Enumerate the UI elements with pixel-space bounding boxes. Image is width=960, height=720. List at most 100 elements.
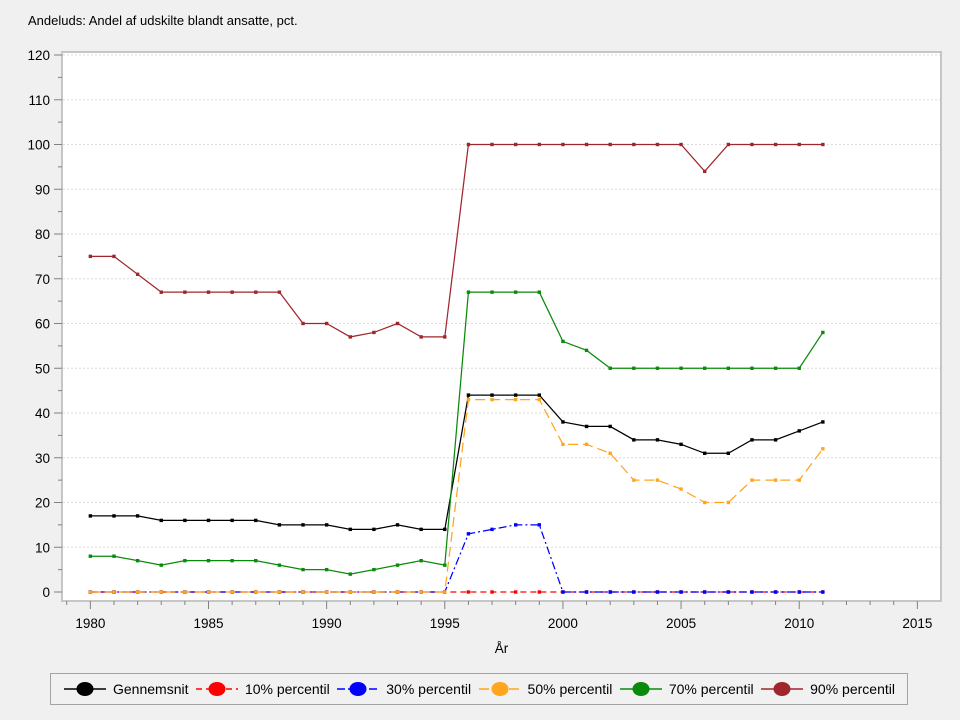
data-point-gennemsnit: [277, 523, 282, 527]
data-point-70-percentil: [797, 366, 801, 370]
data-point-70-percentil: [112, 554, 116, 558]
data-point-30-percentil: [679, 590, 683, 594]
data-point-gennemsnit: [561, 420, 565, 424]
data-point-70-percentil: [443, 563, 447, 567]
data-point-50-percentil: [655, 478, 660, 482]
data-point-gennemsnit: [655, 438, 660, 442]
legend-item-50-percentil: 50% percentil: [478, 680, 612, 698]
data-point-90-percentil: [183, 290, 187, 294]
data-point-50-percentil: [112, 590, 116, 594]
data-point-50-percentil: [301, 590, 305, 594]
plot-area: [61, 51, 942, 602]
legend-dot: [349, 682, 367, 696]
data-point-30-percentil: [490, 527, 494, 532]
data-point-90-percentil: [443, 335, 447, 339]
data-point-50-percentil: [135, 590, 140, 594]
data-point-30-percentil: [726, 590, 731, 594]
data-point-50-percentil: [608, 451, 612, 455]
data-point-70-percentil: [821, 330, 825, 335]
data-point-50-percentil: [183, 590, 187, 594]
legend-marker-50-percentil: [478, 682, 521, 696]
data-point-50-percentil: [703, 500, 707, 505]
data-point-30-percentil: [821, 590, 825, 594]
legend-label: 90% percentil: [810, 681, 895, 697]
data-point-30-percentil: [773, 590, 778, 594]
data-point-70-percentil: [277, 563, 282, 567]
data-point-50-percentil: [372, 590, 376, 594]
data-point-10-percentil: [513, 590, 518, 594]
y-tick-label: 80: [35, 227, 50, 242]
data-point-70-percentil: [726, 366, 731, 370]
data-point-70-percentil: [419, 558, 423, 563]
data-point-90-percentil: [773, 142, 778, 147]
line-chart-canvas: 0 10 20 30 40 50 60 70 80 90 100 110 120 1980 1985 1990…: [27, 48, 942, 656]
data-point-50-percentil: [797, 478, 801, 482]
data-point-gennemsnit: [112, 514, 116, 518]
data-point-90-percentil: [632, 142, 636, 147]
data-point-70-percentil: [395, 563, 400, 567]
x-tick-label: 2010: [784, 616, 814, 631]
data-point-gennemsnit: [324, 523, 329, 527]
legend-marker-70-percentil: [619, 682, 662, 696]
x-axis-label: År: [495, 641, 509, 656]
data-point-70-percentil: [135, 558, 140, 563]
data-point-50-percentil: [88, 590, 93, 594]
data-point-gennemsnit: [821, 420, 825, 424]
data-point-90-percentil: [419, 335, 423, 339]
data-point-30-percentil: [513, 523, 518, 527]
data-point-90-percentil: [750, 142, 754, 147]
data-point-70-percentil: [608, 366, 612, 370]
data-point-70-percentil: [513, 290, 518, 294]
data-point-90-percentil: [608, 142, 612, 147]
data-point-90-percentil: [821, 142, 825, 147]
data-point-90-percentil: [726, 142, 731, 147]
legend-item-gennemsnit: Gennemsnit: [63, 680, 188, 698]
data-point-90-percentil: [206, 290, 211, 294]
x-tick-label: 1980: [75, 616, 105, 631]
data-point-90-percentil: [324, 321, 329, 326]
data-point-70-percentil: [206, 558, 211, 563]
data-point-30-percentil: [608, 590, 612, 594]
legend-item-70-percentil: 70% percentil: [619, 680, 754, 698]
data-point-70-percentil: [703, 366, 707, 370]
data-point-gennemsnit: [419, 527, 423, 532]
data-point-70-percentil: [254, 558, 258, 563]
data-point-70-percentil: [88, 554, 93, 558]
data-point-50-percentil: [466, 397, 471, 402]
data-point-30-percentil: [584, 590, 589, 594]
data-point-gennemsnit: [348, 527, 352, 532]
y-tick-label: 100: [27, 138, 50, 153]
data-point-90-percentil: [561, 142, 565, 147]
data-point-50-percentil: [584, 442, 589, 447]
data-point-70-percentil: [537, 290, 542, 294]
data-point-50-percentil: [206, 590, 211, 594]
legend-marker-90-percentil: [761, 682, 804, 696]
chart-title: Andeluds: Andel af udskilte blandt ansat…: [28, 13, 298, 28]
data-point-gennemsnit: [703, 451, 707, 455]
data-point-gennemsnit: [750, 438, 754, 442]
data-point-30-percentil: [655, 590, 660, 594]
legend-item-30-percentil: 30% percentil: [336, 680, 471, 698]
data-point-50-percentil: [159, 590, 163, 594]
data-point-50-percentil: [513, 397, 518, 402]
legend-label: 10% percentil: [244, 681, 330, 697]
data-point-gennemsnit: [443, 527, 447, 532]
data-point-gennemsnit: [773, 438, 778, 442]
data-point-gennemsnit: [254, 518, 258, 523]
legend-dot: [76, 682, 94, 696]
data-point-gennemsnit: [372, 527, 376, 532]
data-point-90-percentil: [466, 142, 471, 147]
data-point-70-percentil: [183, 558, 187, 563]
data-point-50-percentil: [821, 447, 825, 451]
legend-label: Gennemsnit: [113, 681, 189, 697]
data-point-10-percentil: [490, 590, 494, 594]
y-tick-label: 40: [35, 406, 50, 421]
y-tick-label: 30: [35, 451, 50, 466]
chart-legend: Gennemsnit 10% percentil 30% percentil 50% …: [50, 673, 908, 705]
legend-item-90-percentil: 90% percentil: [760, 680, 895, 698]
data-point-30-percentil: [561, 590, 565, 594]
x-tick-label: 2015: [902, 616, 932, 631]
data-point-50-percentil: [561, 442, 565, 447]
x-tick-label: 1985: [193, 616, 223, 631]
